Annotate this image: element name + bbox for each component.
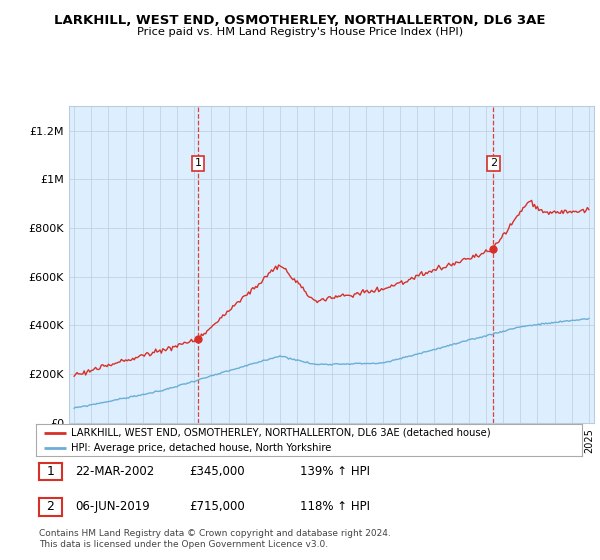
Text: 22-MAR-2002: 22-MAR-2002 — [75, 465, 154, 478]
Text: 06-JUN-2019: 06-JUN-2019 — [75, 500, 150, 514]
Text: Contains HM Land Registry data © Crown copyright and database right 2024.
This d: Contains HM Land Registry data © Crown c… — [39, 529, 391, 549]
Text: LARKHILL, WEST END, OSMOTHERLEY, NORTHALLERTON, DL6 3AE: LARKHILL, WEST END, OSMOTHERLEY, NORTHAL… — [54, 14, 546, 27]
Text: 118% ↑ HPI: 118% ↑ HPI — [300, 500, 370, 514]
Text: Price paid vs. HM Land Registry's House Price Index (HPI): Price paid vs. HM Land Registry's House … — [137, 27, 463, 37]
Text: £345,000: £345,000 — [189, 465, 245, 478]
Text: 2: 2 — [46, 500, 55, 514]
Text: 1: 1 — [46, 465, 55, 478]
Text: HPI: Average price, detached house, North Yorkshire: HPI: Average price, detached house, Nort… — [71, 444, 332, 453]
Text: 139% ↑ HPI: 139% ↑ HPI — [300, 465, 370, 478]
Text: £715,000: £715,000 — [189, 500, 245, 514]
Text: 1: 1 — [194, 158, 202, 169]
Text: LARKHILL, WEST END, OSMOTHERLEY, NORTHALLERTON, DL6 3AE (detached house): LARKHILL, WEST END, OSMOTHERLEY, NORTHAL… — [71, 428, 491, 438]
Text: 2: 2 — [490, 158, 497, 169]
